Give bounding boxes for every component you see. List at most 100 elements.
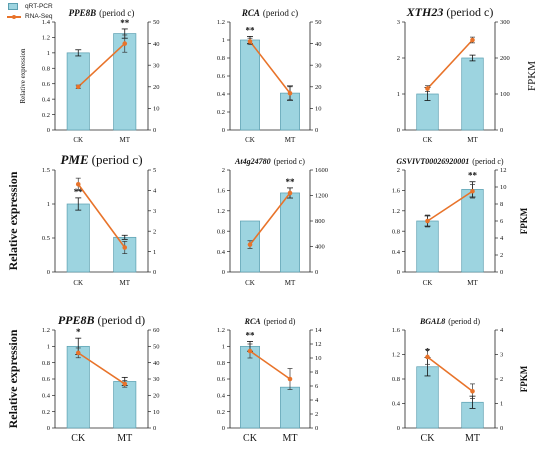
right-tick-label: 10	[315, 106, 322, 113]
legend-label-bar: qRT-PCR	[25, 3, 53, 10]
x-category-label: MT	[467, 279, 478, 287]
bar	[280, 386, 300, 429]
panel-4: PME (period c) 0 0.5 1 1.5 0 1 2 3 4 5 CK MT ** Relativ…	[6, 152, 157, 287]
panel-title-gene: PPE8B	[69, 8, 97, 18]
significance-mark: **	[246, 25, 256, 35]
left-tick-label: 0.6	[42, 81, 51, 88]
x-category-label: MT	[285, 136, 296, 144]
right-tick-label: 0	[500, 425, 503, 432]
panel-8: RCA (period d) 0 0.2 0.4 0.6 0.8 1 1.2 0 2 4 6 8 10 12 1…	[217, 317, 322, 444]
rna-seq-line	[427, 356, 473, 392]
legend-label-line: RNA-Seq	[25, 13, 53, 20]
significance-mark: **	[246, 330, 256, 340]
panel-title-period: (period c)	[274, 157, 306, 166]
right-tick-label: 3	[153, 208, 156, 215]
y-axis-title-right: FPKM	[519, 207, 529, 234]
left-tick-label: 1	[222, 37, 225, 44]
x-category-label: MT	[285, 279, 296, 287]
rna-seq-point	[122, 381, 128, 387]
x-category-label: CK	[73, 136, 83, 144]
panel-title-gene: PPE8B	[58, 313, 95, 327]
left-tick-label: 1	[47, 344, 50, 351]
left-tick-label: 1	[222, 344, 225, 351]
left-tick-label: 1.2	[217, 208, 225, 215]
left-tick-label: 0	[222, 127, 225, 134]
right-tick-label: 60	[153, 327, 160, 334]
right-tick-label: 30	[315, 62, 322, 69]
right-tick-label: 3	[500, 352, 503, 359]
panel-title: PPE8B (period c)	[69, 8, 135, 18]
rna-seq-point	[122, 41, 128, 46]
x-category-label: CK	[423, 136, 433, 144]
panel-title: RCA (period c)	[241, 8, 298, 18]
legend-item-rna-seq: RNA-Seq	[6, 12, 68, 21]
rna-seq-line	[77, 43, 126, 88]
x-category-label: MT	[117, 433, 132, 444]
left-tick-label: 0.4	[392, 249, 401, 256]
panel-title-gene: BGAL8	[419, 317, 445, 326]
panel-title-gene: PME	[60, 152, 89, 167]
right-tick-label: 0	[315, 127, 318, 134]
left-tick-label: 0	[47, 127, 50, 134]
bar	[461, 189, 484, 273]
rna-seq-point	[75, 350, 81, 356]
significance-mark: **	[286, 177, 296, 187]
left-tick-label: 0.6	[42, 376, 51, 383]
x-category-label: MT	[120, 136, 131, 144]
right-tick-label: 1	[500, 401, 503, 408]
rna-seq-line	[249, 40, 291, 94]
panel-title-gene: XTH23	[406, 5, 444, 19]
x-category-label: MT	[467, 136, 478, 144]
rna-seq-point	[287, 90, 293, 96]
left-tick-label: 0.8	[392, 376, 400, 383]
bar	[461, 57, 484, 131]
left-tick-label: 0.8	[42, 360, 50, 367]
right-tick-label: 12	[315, 341, 322, 348]
panel-6: GSVIVT00026920001 (period c) 0 0.4 0.8 1.2 1.6…	[392, 157, 529, 287]
right-tick-label: 50	[153, 344, 160, 351]
left-tick-label: 1.2	[217, 327, 225, 334]
left-tick-label: 0.8	[42, 65, 50, 72]
rna-seq-point	[470, 37, 475, 43]
rna-seq-point	[425, 218, 430, 224]
panel-title-period: (period d)	[264, 317, 296, 326]
left-tick-label: 0.8	[217, 55, 225, 62]
right-tick-label: 6	[500, 218, 504, 225]
panel-title: RCA (period d)	[244, 317, 296, 326]
right-tick-label: 8	[500, 201, 503, 208]
left-tick-label: 0.8	[217, 360, 225, 367]
left-tick-label: 1.2	[42, 35, 50, 42]
rna-seq-point	[75, 181, 81, 187]
left-tick-label: 1	[397, 91, 400, 98]
panel-title: At4g24780 (period c)	[234, 157, 305, 166]
significance-mark: **	[74, 187, 84, 197]
right-tick-label: 12	[500, 167, 507, 174]
rna-seq-point	[247, 39, 253, 44]
left-tick-label: 1	[47, 50, 50, 57]
right-tick-label: 300	[500, 19, 510, 26]
panel-title-period: (period d)	[448, 317, 480, 326]
left-tick-label: 2	[397, 55, 400, 62]
bar	[416, 220, 439, 273]
left-tick-label: 3	[397, 19, 400, 26]
panel-title: BGAL8 (period d)	[419, 317, 480, 326]
panel-title-gene: At4g24780	[234, 157, 271, 166]
right-tick-label: 4	[500, 327, 504, 334]
left-tick-label: 0	[47, 425, 50, 432]
right-tick-label: 1600	[315, 167, 328, 174]
rna-seq-line	[426, 39, 474, 90]
significance-mark: **	[120, 18, 130, 28]
right-tick-label: 800	[315, 218, 325, 225]
x-category-label: CK	[245, 136, 255, 144]
significance-mark: *	[76, 327, 81, 337]
left-tick-label: 0.8	[217, 228, 225, 235]
right-tick-label: 100	[500, 91, 510, 98]
left-tick-label: 1.4	[42, 19, 51, 26]
rna-seq-line	[77, 183, 126, 248]
panel-title-gene: GSVIVT00026920001	[396, 157, 469, 166]
right-tick-label: 50	[315, 19, 322, 26]
rna-seq-point	[425, 354, 430, 360]
bar	[240, 39, 260, 131]
x-category-label: CK	[245, 279, 255, 287]
